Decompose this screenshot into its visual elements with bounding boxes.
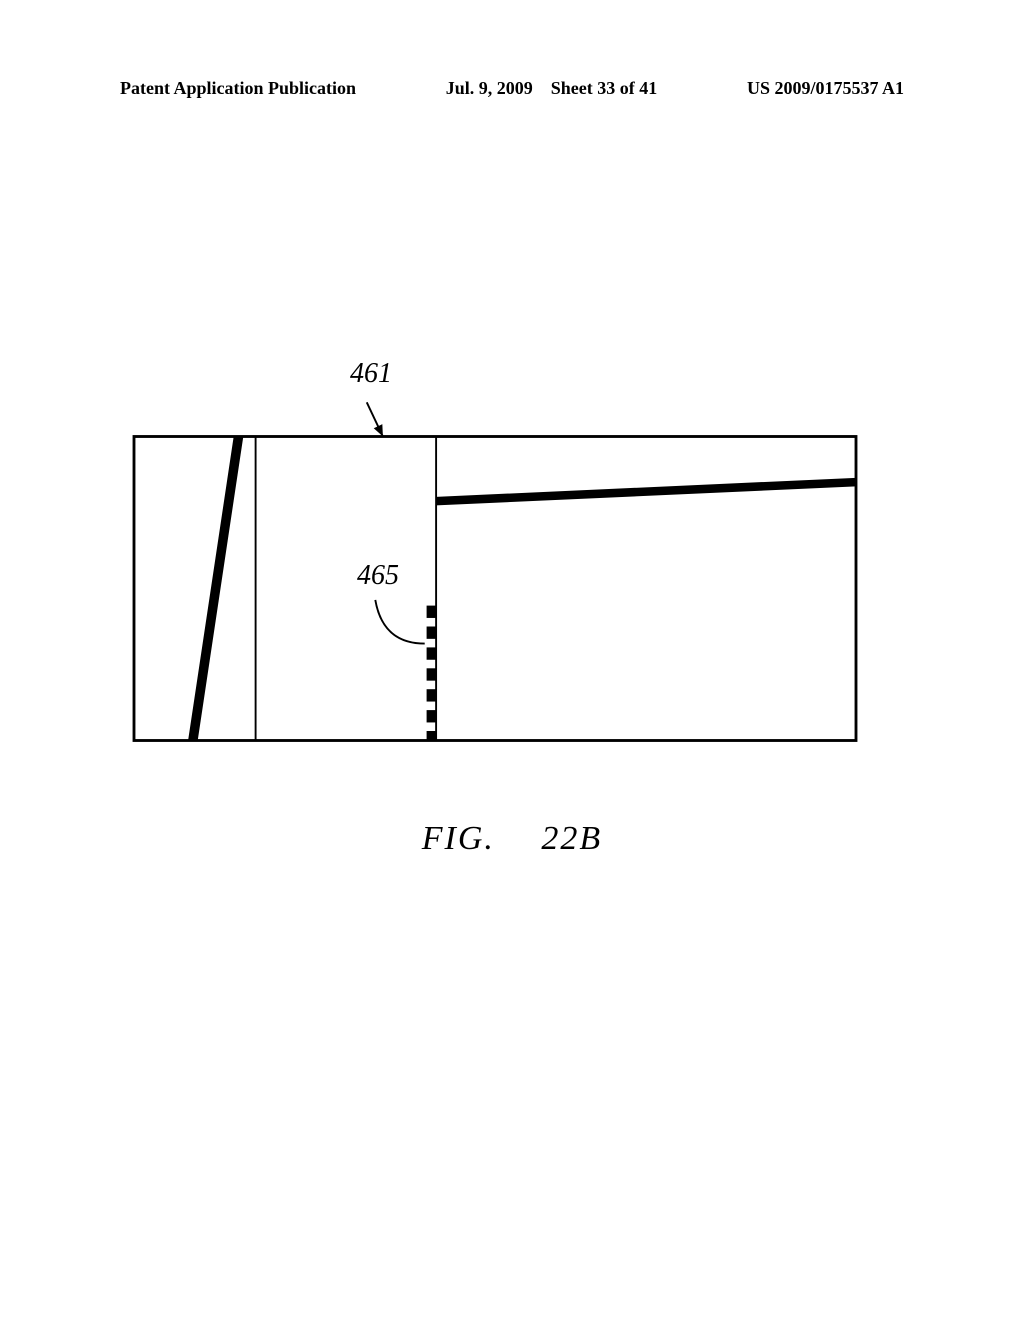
header-date: Jul. 9, 2009 (446, 78, 533, 98)
header-date-sheet: Jul. 9, 2009 Sheet 33 of 41 (446, 78, 658, 99)
ref-label-461: 461 (350, 358, 392, 390)
header-publication: Patent Application Publication (120, 78, 356, 99)
figure-svg (115, 350, 875, 770)
page-header: Patent Application Publication Jul. 9, 2… (120, 78, 904, 99)
figure-22b: 461 465 (135, 430, 895, 750)
header-sheet: Sheet 33 of 41 (551, 78, 658, 98)
header-pubno: US 2009/0175537 A1 (747, 78, 904, 99)
figure-label: FIG. 22B (0, 820, 1024, 858)
ref-label-465: 465 (357, 560, 399, 592)
